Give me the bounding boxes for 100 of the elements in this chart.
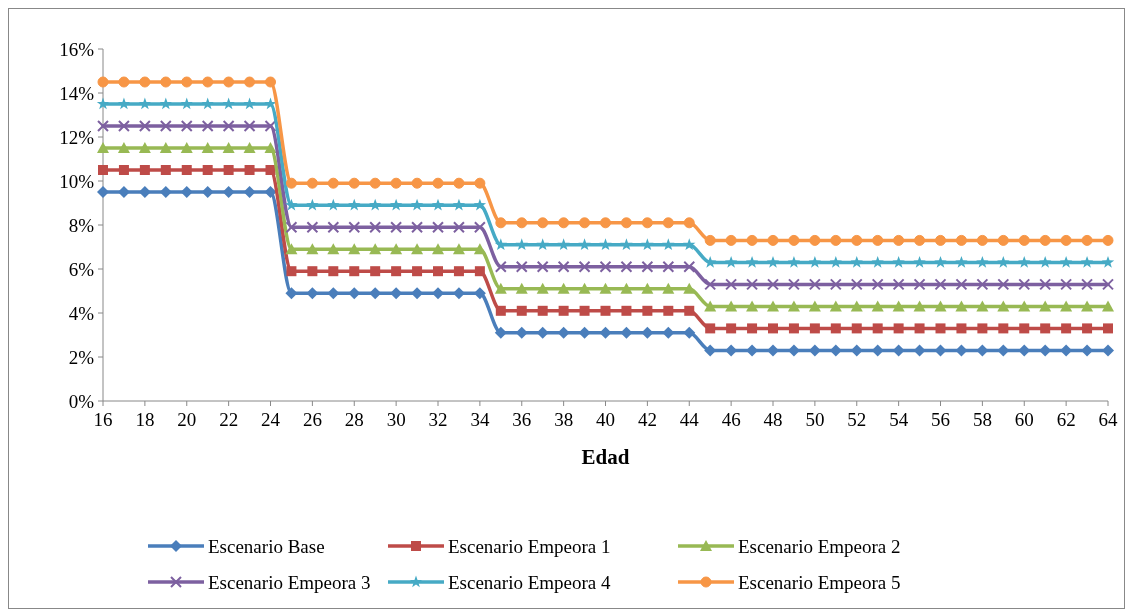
point bbox=[913, 300, 926, 312]
point bbox=[871, 255, 884, 268]
point bbox=[264, 186, 277, 198]
point bbox=[285, 177, 297, 189]
point bbox=[683, 260, 696, 273]
point bbox=[1018, 278, 1031, 291]
point bbox=[558, 305, 569, 316]
point bbox=[222, 142, 235, 153]
point bbox=[892, 255, 905, 268]
point bbox=[473, 243, 486, 255]
point bbox=[494, 282, 507, 294]
point bbox=[642, 305, 653, 316]
point bbox=[201, 120, 214, 132]
point bbox=[871, 278, 884, 291]
point bbox=[222, 120, 235, 132]
point bbox=[850, 255, 863, 268]
x-tick-label: 60 bbox=[1014, 409, 1034, 430]
point bbox=[202, 165, 213, 175]
legend-label: Escenario Empeora 1 bbox=[448, 535, 611, 557]
point bbox=[412, 266, 423, 277]
point bbox=[180, 120, 193, 132]
point bbox=[704, 300, 717, 312]
point bbox=[934, 300, 947, 312]
x-tick-label: 32 bbox=[428, 409, 448, 430]
point bbox=[746, 300, 759, 312]
point bbox=[536, 238, 549, 251]
point bbox=[452, 221, 465, 234]
y-tick-label: 14% bbox=[59, 82, 95, 104]
point bbox=[369, 243, 382, 255]
point bbox=[536, 282, 549, 294]
point bbox=[181, 76, 193, 88]
point bbox=[830, 234, 842, 246]
x-tick-label: 34 bbox=[470, 409, 490, 430]
point bbox=[620, 217, 632, 229]
point bbox=[264, 120, 277, 132]
point bbox=[411, 221, 424, 234]
x-tick-label: 18 bbox=[135, 409, 155, 430]
point bbox=[515, 282, 528, 294]
point bbox=[537, 217, 549, 229]
point bbox=[327, 177, 339, 189]
point bbox=[914, 323, 925, 334]
point bbox=[1040, 323, 1051, 334]
x-tick-label: 40 bbox=[596, 409, 615, 430]
x-tick-label: 16 bbox=[93, 409, 113, 430]
point bbox=[767, 300, 779, 312]
point bbox=[851, 323, 862, 334]
point bbox=[390, 243, 403, 255]
point bbox=[599, 282, 612, 294]
point bbox=[829, 255, 842, 268]
point bbox=[181, 165, 192, 175]
point bbox=[1102, 300, 1114, 312]
point bbox=[1039, 300, 1052, 312]
point bbox=[1039, 255, 1052, 268]
point bbox=[1039, 278, 1052, 291]
point bbox=[620, 282, 633, 294]
point bbox=[390, 221, 403, 234]
point bbox=[829, 278, 842, 291]
point bbox=[892, 278, 905, 291]
y-tick-label: 4% bbox=[68, 302, 95, 324]
point bbox=[641, 238, 654, 251]
point bbox=[536, 260, 549, 273]
point bbox=[976, 278, 989, 291]
point bbox=[955, 234, 967, 246]
x-tick-label: 58 bbox=[972, 409, 992, 430]
point bbox=[201, 142, 214, 153]
point bbox=[724, 255, 738, 268]
point bbox=[327, 221, 340, 234]
y-tick-label: 6% bbox=[68, 258, 95, 280]
x-tick-label: 38 bbox=[554, 409, 574, 430]
point bbox=[433, 266, 443, 277]
point bbox=[474, 177, 486, 189]
point bbox=[348, 221, 361, 234]
point bbox=[662, 238, 675, 251]
point bbox=[265, 76, 276, 88]
point bbox=[285, 198, 298, 211]
x-tick-label: 36 bbox=[512, 409, 532, 430]
x-tick-label: 30 bbox=[386, 409, 406, 430]
point bbox=[871, 300, 884, 312]
point bbox=[955, 255, 968, 268]
point bbox=[410, 198, 424, 211]
point bbox=[913, 278, 926, 291]
y-tick-label: 0% bbox=[68, 390, 95, 412]
point bbox=[935, 234, 946, 246]
point bbox=[411, 243, 424, 255]
point bbox=[431, 198, 445, 211]
x-tick-label: 22 bbox=[219, 409, 239, 430]
point bbox=[850, 300, 863, 312]
x-tick-label: 56 bbox=[931, 409, 950, 430]
point bbox=[139, 76, 151, 88]
point bbox=[704, 278, 717, 291]
point bbox=[138, 97, 152, 110]
point bbox=[557, 238, 570, 251]
point bbox=[243, 97, 256, 110]
point bbox=[1061, 323, 1072, 334]
point bbox=[745, 255, 759, 268]
point bbox=[1060, 278, 1073, 291]
point bbox=[285, 221, 298, 234]
point bbox=[956, 323, 967, 334]
point bbox=[348, 198, 361, 211]
point bbox=[495, 217, 507, 229]
